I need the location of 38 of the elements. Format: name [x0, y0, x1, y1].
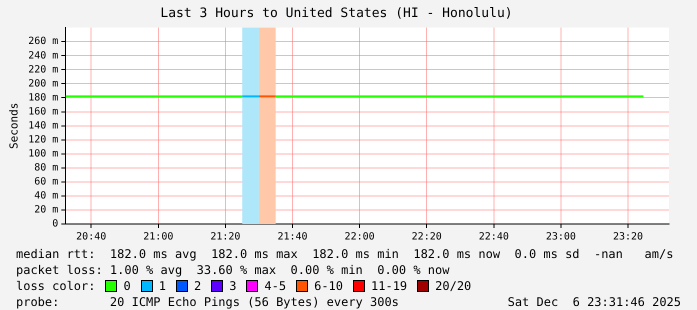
- text: median rtt: 182.0 ms avg 182.0 ms max 182.0 ms min 182.0 ms now 0.0 ms sd -nan am/s: [16, 246, 674, 262]
- y-tick-label: 80 m: [34, 162, 58, 174]
- text: Sat Dec 6 23:31:46 2025: [508, 294, 681, 310]
- legend-title: loss color:: [16, 278, 96, 294]
- x-tick-label: 21:40: [277, 232, 308, 243]
- legend-label: 0: [123, 278, 131, 294]
- x-tick-label: 23:00: [546, 232, 576, 243]
- legend-label: 6-10: [314, 278, 344, 294]
- y-tick-label: 20 m: [34, 204, 58, 216]
- x-tick-label: 22:20: [412, 232, 442, 243]
- x-tick-label: 21:20: [210, 232, 240, 243]
- y-axis-title: Seconds: [7, 102, 20, 149]
- y-tick-label: 220 m: [28, 64, 58, 76]
- x-tick-label: 21:00: [143, 232, 174, 243]
- y-tick-label: 40 m: [34, 190, 58, 202]
- legend-label: 2: [194, 278, 202, 294]
- y-tick-label: 180 m: [28, 92, 58, 104]
- x-tick-label: 22:00: [344, 232, 375, 243]
- x-tick-label: 23:20: [612, 232, 644, 243]
- y-tick-label: 120 m: [28, 134, 58, 146]
- chart-title: Last 3 Hours to United States (HI - Honolulu): [160, 6, 513, 22]
- text: probe: 20 ICMP Echo Pings (56 Bytes) every 300s: [16, 294, 399, 310]
- y-tick-label: 160 m: [28, 106, 58, 118]
- legend-label: 3: [229, 278, 236, 294]
- y-tick-label: 240 m: [28, 50, 58, 62]
- legend-label: 20/20: [435, 278, 472, 294]
- legend-label: 11-19: [371, 278, 408, 294]
- x-tick-label: 22:40: [478, 232, 509, 243]
- text: packet loss: 1.00 % avg 33.60 % max 0.00 % min 0.00 % now: [16, 262, 450, 278]
- y-tick-label: 200 m: [28, 78, 58, 90]
- legend-label: 1: [158, 278, 166, 294]
- y-tick-label: 140 m: [28, 120, 58, 132]
- y-tick-label: 60 m: [34, 176, 58, 188]
- y-tick-label: 0: [52, 218, 58, 230]
- legend-label: 4-5: [264, 278, 286, 294]
- y-tick-label: 260 m: [28, 36, 58, 48]
- x-tick-label: 20:40: [76, 232, 106, 243]
- y-tick-label: 100 m: [28, 148, 58, 160]
